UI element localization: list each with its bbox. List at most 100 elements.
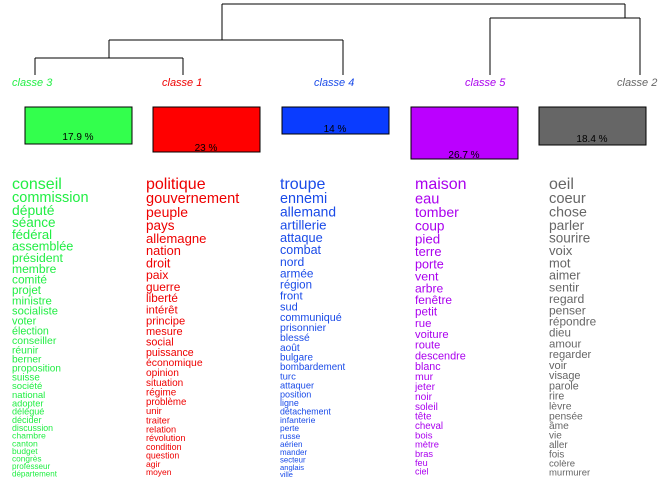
word-c3-21: adopter [12, 398, 44, 408]
word-c1-25: question [146, 451, 179, 461]
class-box-pct-3: 17.9 % [62, 132, 93, 143]
word-c3-17: proposition [12, 364, 61, 375]
word-c1-19: problème [146, 397, 186, 408]
word-c1-13: social [146, 337, 174, 349]
word-c1-6: droit [146, 256, 171, 270]
word-c4-20: ligne [280, 398, 299, 408]
word-c1-20: unir [146, 406, 162, 417]
word-c2-9: regard [549, 292, 584, 306]
word-c1-11: principe [146, 315, 185, 327]
word-c3-13: élection [12, 325, 49, 337]
word-c5-10: petit [415, 306, 438, 319]
dendrogram [34, 3, 641, 75]
word-c3-4: fédéral [12, 227, 52, 242]
word-c3-24: discussion [12, 423, 53, 433]
word-c4-29: ville [280, 470, 293, 479]
word-c4-3: artillerie [280, 217, 327, 232]
word-c2-7: aimer [549, 269, 581, 283]
word-c2-13: amour [549, 339, 581, 351]
word-c2-14: regarder [549, 349, 592, 361]
class-label-5: classe 5 [465, 77, 506, 89]
word-c2-15: voir [549, 360, 567, 372]
word-c4-12: prisonnier [280, 322, 327, 334]
word-c1-17: situation [146, 378, 183, 389]
word-c4-19: position [280, 389, 311, 399]
word-c4-21: détachement [280, 407, 331, 417]
word-c5-9: fenêtre [415, 293, 452, 307]
word-c3-9: projet [12, 284, 42, 297]
word-c5-26: ciel [415, 467, 429, 477]
word-c4-11: communiqué [280, 312, 342, 324]
word-list-1: politiquegouvernementpeuplepaysallemagne… [146, 176, 239, 477]
word-c3-30: département [12, 469, 58, 478]
word-c2-2: chose [549, 205, 587, 221]
word-c2-18: rire [549, 391, 564, 403]
class-box-pct-1: 23 % [195, 143, 218, 154]
word-c1-15: économique [146, 358, 203, 369]
word-c5-18: noir [415, 392, 433, 403]
word-c5-25: feu [415, 458, 428, 468]
word-c3-5: assemblée [12, 240, 73, 254]
word-c1-21: traiter [146, 414, 170, 425]
word-c1-4: allemagne [146, 231, 206, 246]
word-c5-7: vent [415, 270, 439, 284]
word-c2-10: penser [549, 303, 586, 317]
word-c2-25: colère [549, 459, 575, 470]
word-c3-18: suisse [12, 373, 40, 384]
word-c5-8: arbre [415, 282, 444, 296]
word-c5-21: cheval [415, 421, 443, 432]
class-label-2: classe 2 [617, 77, 657, 89]
class-box-1 [152, 106, 261, 153]
class-box-pct-4: 14 % [324, 124, 347, 135]
word-c3-3: séance [12, 215, 56, 230]
word-c1-26: agir [146, 459, 160, 469]
word-c5-13: route [415, 340, 440, 352]
word-c5-24: bras [415, 449, 433, 459]
word-c4-9: front [280, 291, 303, 303]
word-c2-8: sentir [549, 280, 579, 294]
word-c1-23: révolution [146, 433, 185, 443]
word-c5-12: voiture [415, 329, 449, 341]
word-c4-17: turc [280, 371, 296, 382]
word-c1-5: nation [146, 243, 181, 258]
word-c5-14: descendre [415, 350, 466, 362]
word-list-3: conseilcommissiondéputéséancefédéralasse… [12, 176, 89, 478]
word-c1-22: relation [146, 424, 176, 434]
class-label-4: classe 4 [314, 77, 354, 89]
word-c5-23: mètre [415, 439, 439, 450]
word-c3-29: professeur [12, 462, 51, 471]
word-c4-0: troupe [280, 176, 325, 193]
word-c1-9: liberté [146, 292, 178, 305]
word-c2-20: pensée [549, 411, 583, 422]
word-c2-3: parler [549, 218, 585, 233]
word-c3-28: congrès [12, 454, 42, 464]
word-c5-16: mur [415, 371, 434, 383]
word-c3-12: voter [12, 316, 37, 328]
word-c1-0: politique [146, 176, 206, 193]
class-box-4 [281, 106, 390, 135]
word-c3-16: berner [12, 355, 42, 366]
word-c1-7: paix [146, 268, 168, 282]
word-c4-24: russe [280, 431, 301, 441]
word-c5-0: maison [415, 176, 467, 193]
class-box-5 [410, 106, 519, 160]
word-c5-3: coup [415, 219, 444, 234]
word-c4-23: perte [280, 423, 299, 433]
word-c4-4: attaque [280, 230, 323, 245]
word-c1-24: condition [146, 442, 182, 452]
word-c4-22: infanterie [280, 415, 316, 425]
word-c2-12: dieu [549, 327, 571, 340]
word-c2-0: oeil [549, 176, 574, 193]
word-c2-24: fois [549, 449, 564, 460]
word-c1-10: intérêt [146, 304, 178, 316]
word-c2-22: vie [549, 431, 562, 442]
word-c1-2: peuple [146, 204, 188, 220]
word-c4-14: août [280, 343, 300, 354]
word-c3-19: société [12, 381, 42, 392]
word-c3-20: national [12, 390, 45, 401]
word-c1-8: guerre [146, 280, 181, 294]
word-c2-4: sourire [549, 231, 590, 246]
word-c2-1: coeur [549, 191, 586, 207]
word-list-2: oeilcoeurchoseparlersourirevoixmotaimers… [549, 176, 597, 479]
word-c4-1: ennemi [280, 191, 327, 207]
